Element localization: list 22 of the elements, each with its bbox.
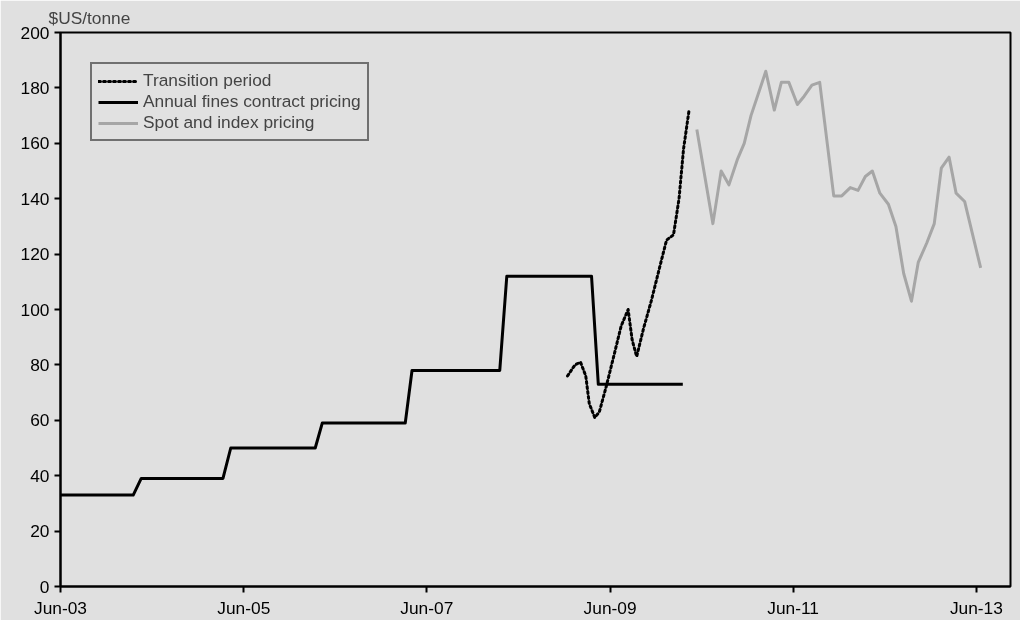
y-tick-label: 160 — [20, 133, 50, 154]
y-tick-label: 180 — [20, 77, 50, 98]
y-tick-label: 100 — [20, 299, 50, 320]
y-tick-label: 120 — [20, 244, 50, 265]
x-tick-label: Jun-07 — [400, 597, 454, 618]
y-tick-label: 200 — [20, 22, 50, 43]
y-tick-label: 80 — [30, 354, 50, 375]
legend-label: Transition period — [143, 70, 272, 91]
x-tick-label: Jun-03 — [34, 597, 87, 618]
x-tick-label: Jun-09 — [583, 597, 637, 618]
x-tick-label: Jun-13 — [949, 597, 1003, 618]
y-axis-title: $US/tonne — [48, 7, 131, 28]
legend-label: Annual fines contract pricing — [143, 91, 361, 112]
y-tick-label: 0 — [39, 576, 50, 597]
y-tick-label: 40 — [30, 465, 50, 486]
y-tick-label: 20 — [30, 521, 50, 542]
legend-label: Spot and index pricing — [143, 112, 315, 133]
x-tick-label: Jun-11 — [767, 597, 819, 618]
line-series — [695, 69, 983, 303]
y-tick-label: 60 — [30, 410, 50, 431]
x-tick-label: Jun-05 — [217, 597, 271, 618]
y-tick-label: 140 — [20, 188, 50, 209]
